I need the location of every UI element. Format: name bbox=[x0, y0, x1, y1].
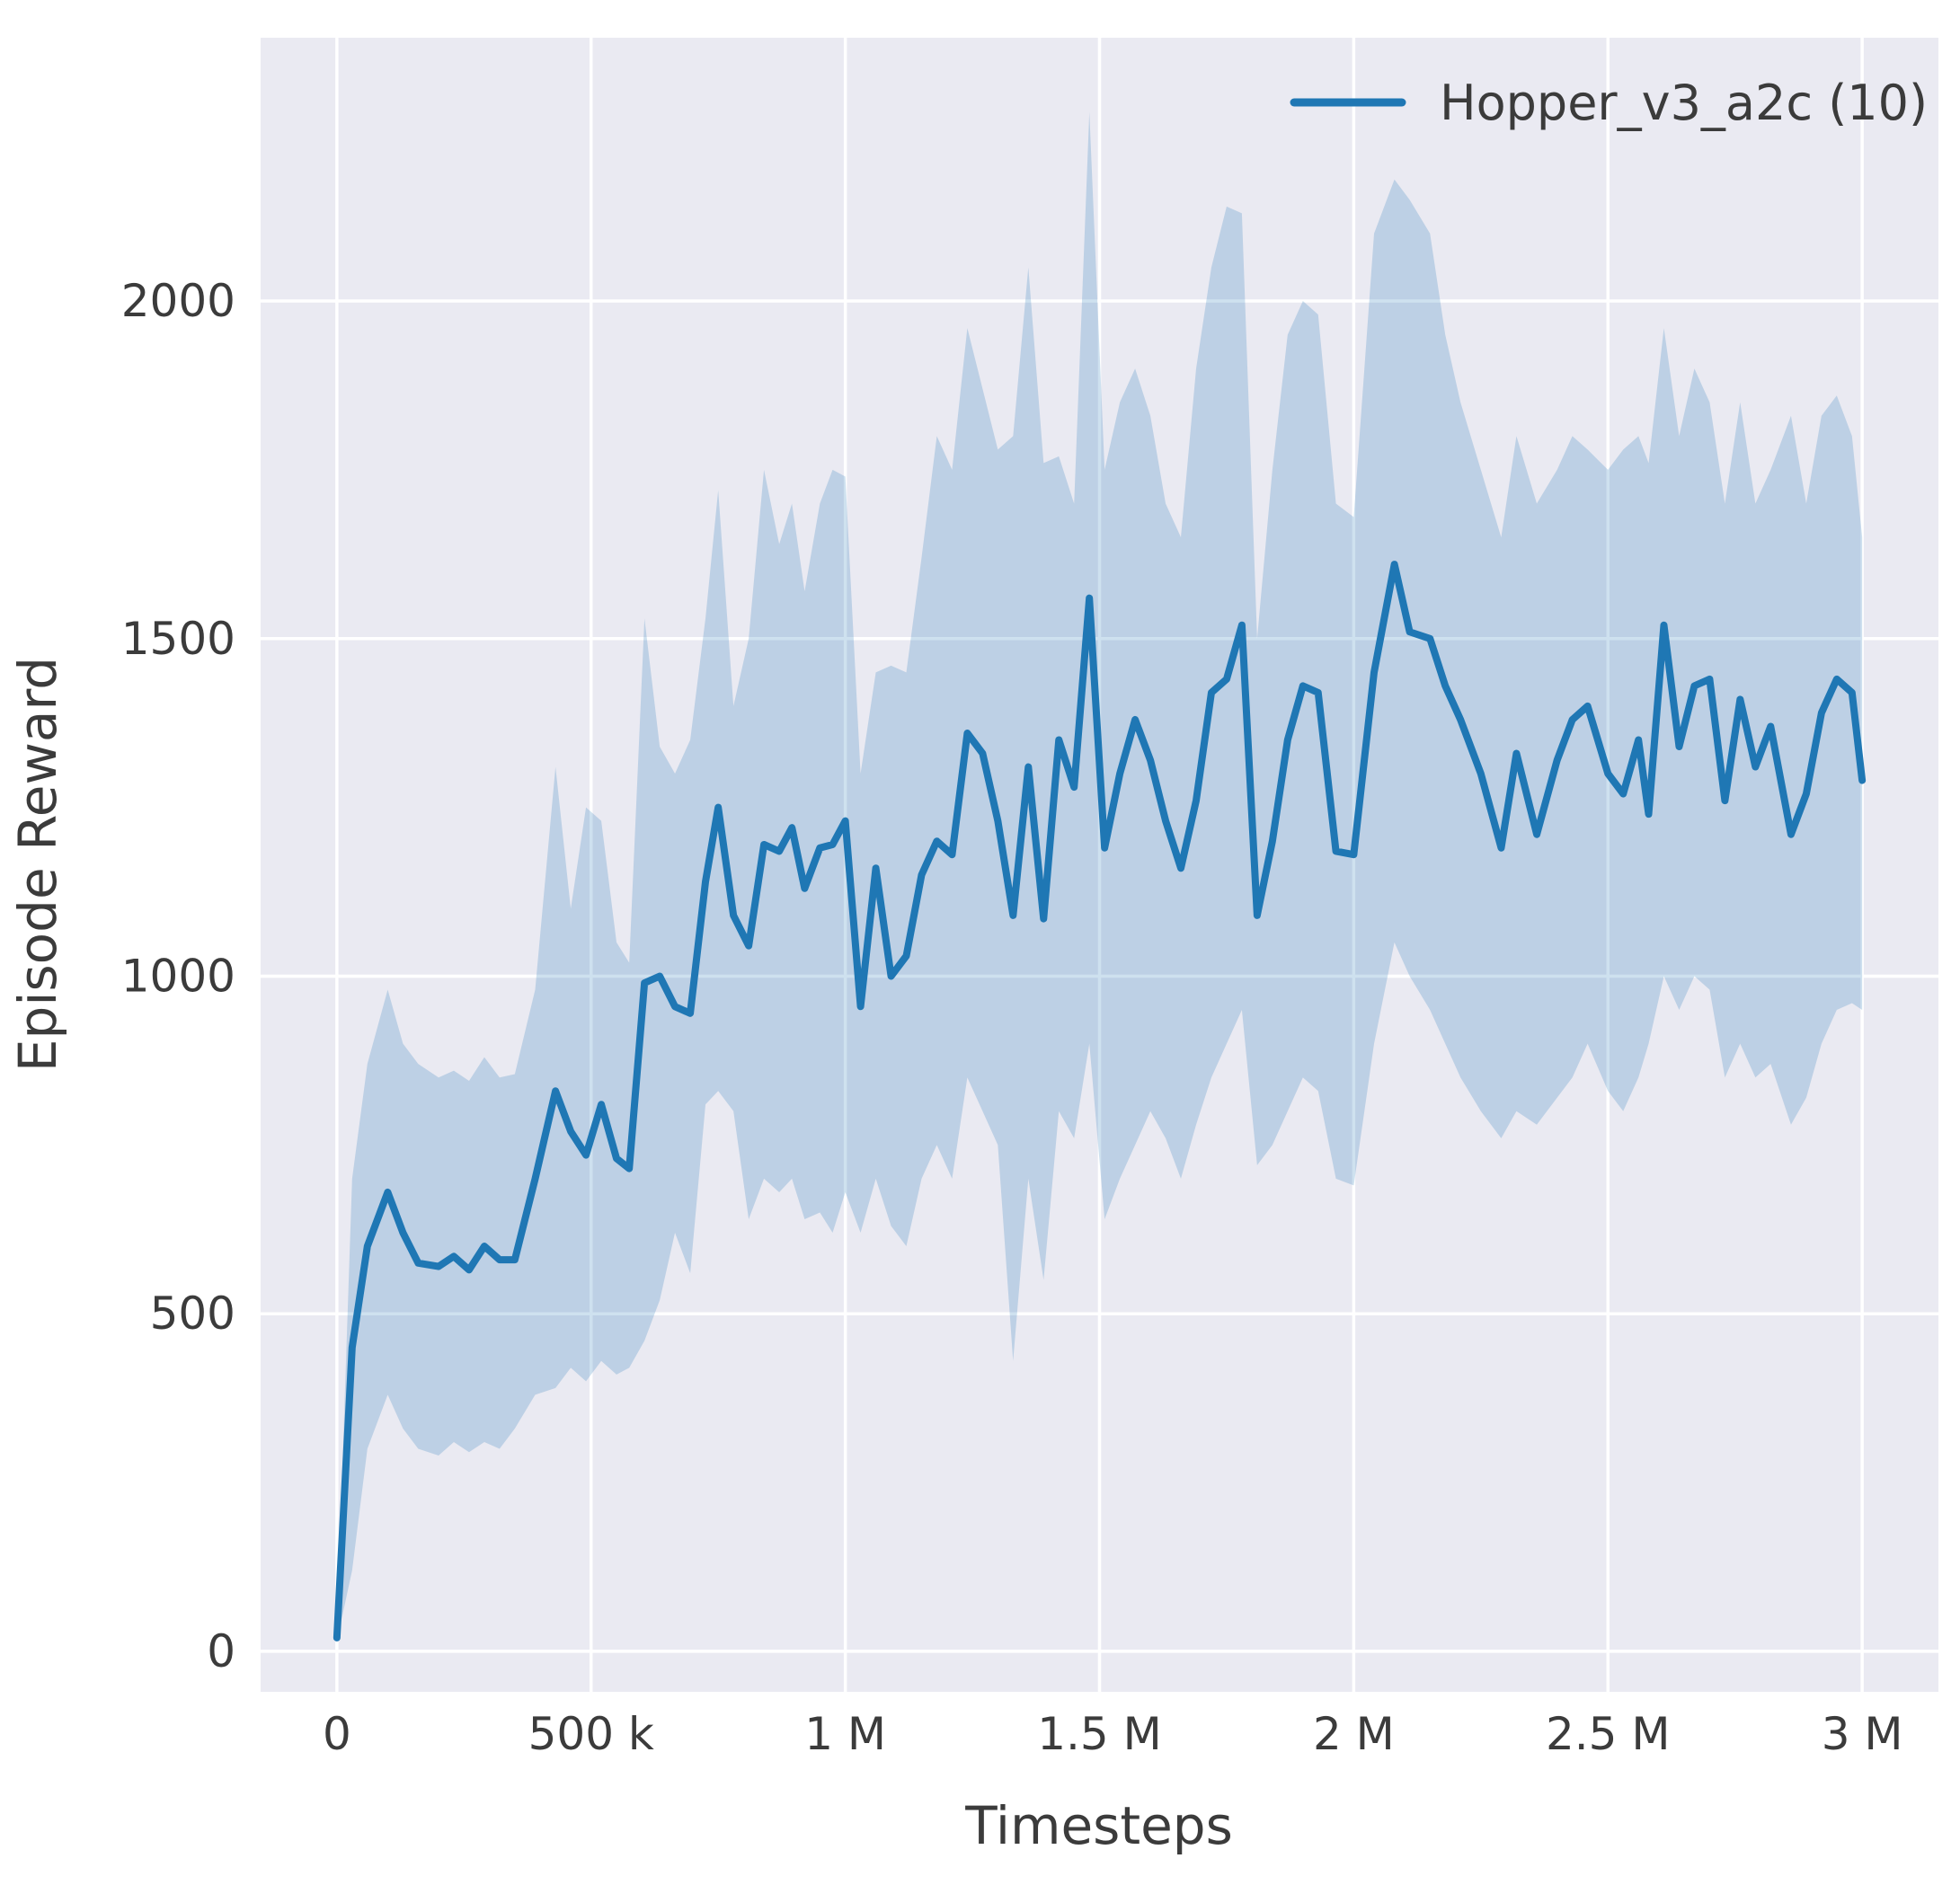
x-tick-label: 500 k bbox=[528, 1708, 654, 1760]
legend-label: Hopper_v3_a2c (10) bbox=[1440, 75, 1928, 131]
x-tick-label: 2 M bbox=[1313, 1708, 1395, 1760]
plot-area: 0 500 k 1 M 1.5 M 2 M 2.5 M 3 M 0 500 1000 1500 200… bbox=[121, 38, 1938, 1760]
legend: Hopper_v3_a2c (10) bbox=[1290, 75, 1928, 131]
x-tick-label: 0 bbox=[323, 1708, 351, 1760]
y-tick-label: 500 bbox=[150, 1288, 235, 1340]
y-axis-label: Episode Reward bbox=[7, 657, 68, 1072]
y-tick-label: 1000 bbox=[121, 950, 235, 1002]
mean-reward-line bbox=[333, 561, 1867, 1642]
x-tick-label: 1 M bbox=[804, 1708, 886, 1760]
y-tick-label: 2000 bbox=[121, 275, 235, 327]
y-tick-label: 0 bbox=[207, 1625, 235, 1677]
x-axis-label: Timesteps bbox=[964, 1795, 1233, 1856]
x-tick-label: 3 M bbox=[1822, 1708, 1903, 1760]
confidence-band bbox=[336, 111, 1863, 1642]
y-tick-label: 1500 bbox=[121, 613, 235, 665]
x-tick-label: 2.5 M bbox=[1546, 1708, 1671, 1760]
x-tick-label: 1.5 M bbox=[1037, 1708, 1162, 1760]
